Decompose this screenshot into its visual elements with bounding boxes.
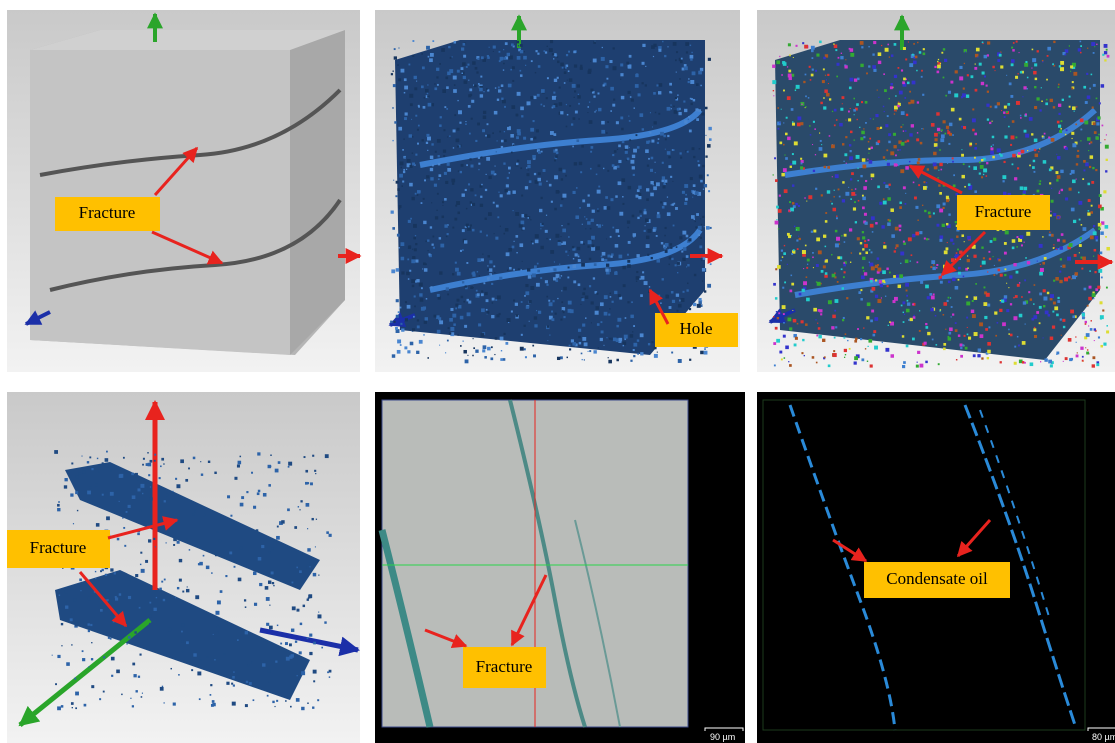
label: Fracture	[476, 657, 533, 676]
label: Fracture	[975, 202, 1032, 221]
label: Fracture	[30, 538, 87, 557]
panel-fracture-3d: Fracture	[7, 392, 360, 743]
panel-pore-network: Hole	[375, 10, 740, 372]
panel-ct-slice: Fracture 90 µm	[375, 392, 745, 743]
panel-cube-gray: Fracture	[7, 10, 360, 372]
label: Hole	[679, 319, 712, 338]
figure: Fracture Hole Fracture	[0, 0, 1115, 743]
scale-bar-label: 80 µm	[1092, 732, 1115, 742]
panel-colored-pores: Fracture	[757, 10, 1115, 372]
panel-oil-slice: Condensate oil 80 µm	[757, 392, 1115, 743]
scale-bar-label: 90 µm	[710, 732, 735, 742]
label: Fracture	[79, 203, 136, 222]
label: Condensate oil	[886, 569, 988, 588]
